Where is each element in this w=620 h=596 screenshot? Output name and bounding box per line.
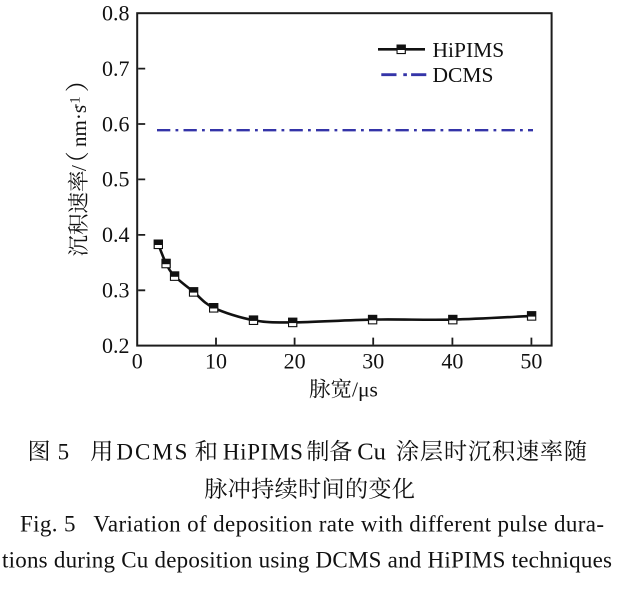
svg-text:0.2: 0.2: [102, 333, 130, 358]
svg-text:5: 5: [58, 439, 70, 464]
svg-text:0: 0: [132, 349, 143, 374]
svg-text:0.6: 0.6: [102, 111, 130, 136]
svg-text:/μs: /μs: [352, 378, 378, 402]
svg-text:0.7: 0.7: [102, 56, 130, 81]
svg-text:/: /: [67, 165, 91, 171]
svg-text:Fig. 5 Variation of depositio: Fig. 5 Variation of deposition rate with…: [20, 512, 604, 537]
svg-text:0.4: 0.4: [102, 222, 130, 247]
svg-text:HiPIMS: HiPIMS: [223, 439, 303, 464]
svg-text:10: 10: [205, 349, 227, 374]
svg-text:50: 50: [520, 349, 542, 374]
svg-text:0.3: 0.3: [102, 278, 130, 303]
svg-text:DCMS: DCMS: [116, 439, 187, 464]
svg-text:20: 20: [284, 349, 306, 374]
svg-text:-1: -1: [68, 96, 84, 108]
svg-text:0.5: 0.5: [102, 167, 130, 192]
svg-text:30: 30: [362, 349, 384, 374]
svg-text:40: 40: [441, 349, 463, 374]
svg-text:nm·s: nm·s: [67, 105, 91, 147]
svg-text:DCMS: DCMS: [433, 63, 494, 87]
svg-text:0.8: 0.8: [102, 1, 130, 26]
svg-text:tions during Cu deposition usi: tions during Cu deposition using DCMS an…: [2, 548, 612, 573]
svg-text:Cu: Cu: [357, 438, 386, 465]
svg-text:HiPIMS: HiPIMS: [433, 38, 505, 62]
